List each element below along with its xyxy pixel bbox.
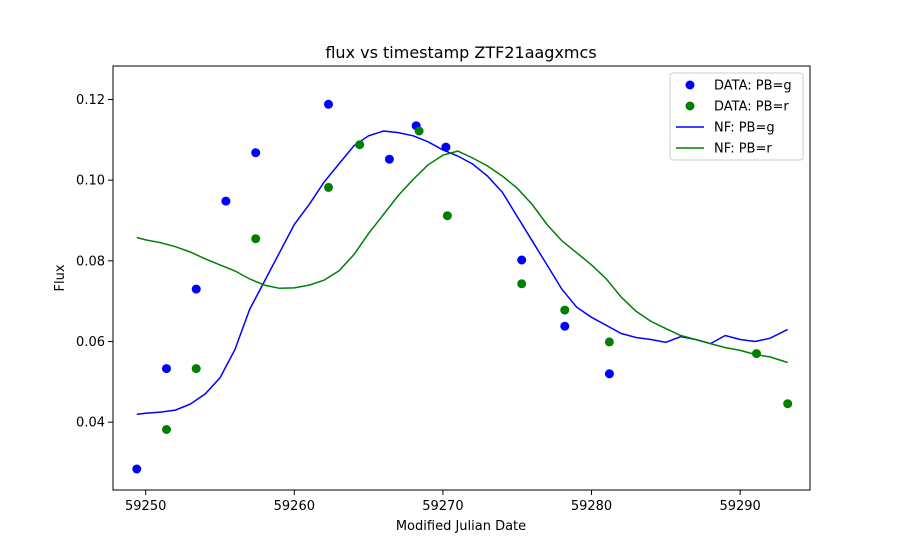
- data-point-g: [324, 99, 333, 109]
- plot-area: 59250 59260 59270 59280 59290 0.04 0.06 0.08 0.1…: [76, 65, 811, 514]
- data-point-r: [191, 364, 201, 374]
- legend-label: NF: PB=r: [714, 142, 772, 157]
- y-tick-label: 0.12: [76, 93, 105, 108]
- data-point-g: [191, 284, 201, 294]
- legend-box: [669, 72, 804, 161]
- data-point-g: [221, 196, 231, 206]
- data-point-r: [251, 234, 261, 244]
- nf-line-r: [136, 150, 788, 364]
- data-point-g: [384, 154, 394, 164]
- data-point-r: [324, 182, 333, 192]
- data-point-g: [517, 255, 527, 265]
- y-tick-label: 0.08: [76, 254, 105, 269]
- x-tick-label: 59250: [125, 499, 166, 514]
- data-point-r: [162, 425, 171, 434]
- data-point-g: [132, 464, 142, 474]
- legend-label: DATA: PB=r: [714, 100, 789, 115]
- chart-title: flux vs timestamp ZTF21aagxmcs: [325, 43, 596, 62]
- data-point-r: [355, 140, 365, 150]
- nf-line-g: [136, 130, 789, 415]
- data-point-g: [251, 148, 261, 158]
- data-point-r: [414, 126, 424, 136]
- data-point-g: [162, 364, 171, 374]
- x-tick-label: 59260: [274, 499, 315, 514]
- x-axis-title: Modified Julian Date: [396, 519, 526, 534]
- data-point-g: [441, 142, 451, 152]
- axes-frame: [112, 65, 811, 491]
- data-point-r: [783, 399, 793, 409]
- legend-label: NF: PB=g: [714, 121, 775, 136]
- x-tick-label: 59290: [719, 499, 760, 514]
- data-point-r: [517, 279, 527, 289]
- x-tick-label: 59270: [422, 499, 463, 514]
- legend-label: DATA: PB=g: [714, 79, 792, 94]
- data-point-r: [442, 211, 452, 221]
- y-tick-label: 0.10: [76, 174, 105, 189]
- data-point-g: [560, 321, 570, 331]
- legend-marker-dot: [685, 101, 695, 111]
- y-tick-label: 0.06: [76, 335, 105, 350]
- y-tick-label: 0.04: [76, 416, 105, 431]
- data-point-r: [604, 337, 614, 347]
- legend: DATA: PB=g DATA: PB=r NF: PB=g NF: PB=r: [669, 72, 804, 161]
- x-tick-label: 59280: [571, 499, 612, 514]
- y-axis-title: Flux: [53, 264, 68, 291]
- legend-marker-dot: [685, 80, 695, 90]
- data-point-r: [560, 305, 570, 315]
- data-point-r: [752, 349, 761, 359]
- data-point-g: [604, 369, 614, 379]
